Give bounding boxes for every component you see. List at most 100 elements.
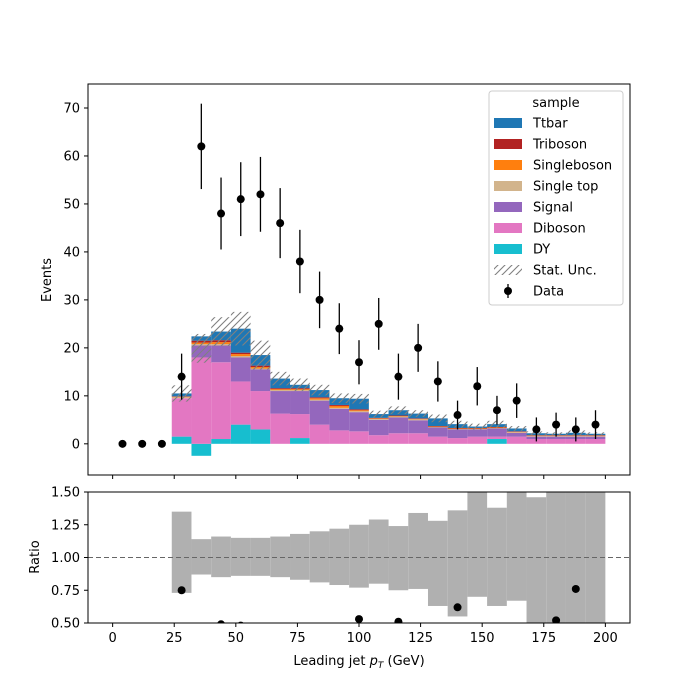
y-tick-label: 70 xyxy=(63,101,80,116)
stat-unc xyxy=(290,378,310,392)
y-tick-label: 20 xyxy=(63,341,80,356)
ratio-band-bin xyxy=(349,524,369,588)
bar xyxy=(546,439,566,444)
data-point xyxy=(118,439,127,448)
bar xyxy=(309,397,330,399)
bar xyxy=(506,432,527,437)
bar xyxy=(309,398,330,400)
data-point xyxy=(433,377,442,386)
bar xyxy=(329,430,350,444)
ratio-band-bin xyxy=(565,492,586,623)
series-dy xyxy=(171,424,507,456)
bar xyxy=(349,431,369,444)
x-tick-label: 100 xyxy=(347,631,372,646)
bar xyxy=(270,391,291,414)
bar xyxy=(309,399,330,401)
ratio-band-bin xyxy=(408,512,428,589)
data-point xyxy=(157,439,166,448)
ratio-band-bin xyxy=(230,537,251,576)
bar xyxy=(506,436,527,444)
legend-label: Singleboson xyxy=(533,159,612,174)
legend-swatch-marker xyxy=(504,287,512,295)
main-y-axis-label: Events xyxy=(40,258,55,302)
bar xyxy=(388,433,409,444)
data-point xyxy=(571,425,580,434)
y-tick-label: 10 xyxy=(63,389,80,404)
x-tick-label: 150 xyxy=(470,631,495,646)
ratio-band-bin xyxy=(447,510,468,617)
bar xyxy=(230,352,251,355)
bar xyxy=(585,439,606,444)
ratio-y-tick-label: 1.00 xyxy=(51,551,80,566)
legend-label: Signal xyxy=(533,201,573,216)
x-tick-label: 0 xyxy=(108,631,116,646)
legend-label: Data xyxy=(533,285,564,300)
ratio-band-bin xyxy=(250,537,271,576)
legend-swatch xyxy=(494,139,522,149)
legend-label: DY xyxy=(533,243,550,258)
stat-unc xyxy=(309,384,330,396)
y-tick-label: 30 xyxy=(63,293,80,308)
stat-unc xyxy=(506,426,527,431)
stat-unc xyxy=(408,410,428,417)
legend-box xyxy=(488,90,624,306)
ratio-y-tick-label: 1.50 xyxy=(51,486,80,501)
bar xyxy=(388,417,409,434)
bar xyxy=(309,400,330,425)
legend-swatch xyxy=(494,118,522,128)
legend-label: Stat. Unc. xyxy=(533,264,597,279)
stat-unc xyxy=(191,333,212,363)
bar xyxy=(546,436,566,440)
y-tick-label: 50 xyxy=(63,197,80,212)
bar xyxy=(349,412,369,432)
bar xyxy=(250,369,271,392)
bar xyxy=(467,429,488,437)
ratio-point xyxy=(217,620,225,623)
ratio-band-bin xyxy=(526,497,547,623)
ratio-band-bin xyxy=(270,536,291,578)
bar xyxy=(171,436,192,444)
bar xyxy=(230,381,251,425)
bar xyxy=(290,438,310,444)
bar xyxy=(408,433,428,444)
data-point xyxy=(256,190,265,199)
data-point xyxy=(335,324,344,333)
data-point xyxy=(355,358,363,367)
x-tick-label: 50 xyxy=(228,631,245,646)
legend-item: Stat. Unc. xyxy=(494,264,597,279)
data-point xyxy=(473,382,482,391)
ratio-y-tick-label: 1.25 xyxy=(51,518,80,533)
ratio-band-bin xyxy=(309,531,330,583)
legend-item: Single top xyxy=(494,180,598,195)
bar xyxy=(191,357,212,444)
legend-item: Diboson xyxy=(494,222,586,237)
ratio-y-tick-label: 0.75 xyxy=(51,584,80,599)
bar xyxy=(211,345,231,363)
stat-unc xyxy=(250,340,271,370)
bar xyxy=(270,388,291,390)
data-point xyxy=(512,396,521,405)
data-point xyxy=(374,319,383,328)
data-point xyxy=(591,420,600,429)
ratio-panel: 0.50 0.75 1.00 1.25 1.50 0 25 50 75 100 125 150 175… xyxy=(28,486,631,671)
bar xyxy=(329,405,350,408)
bar xyxy=(487,428,507,437)
ratio-band-bin xyxy=(211,536,231,578)
legend-item: DY xyxy=(494,243,550,258)
data-point xyxy=(295,257,304,266)
legend-item: Data xyxy=(504,284,564,300)
bar xyxy=(349,411,369,413)
ratio-band-bin xyxy=(388,526,409,591)
data-point xyxy=(552,420,561,429)
data-point xyxy=(236,195,245,204)
bar xyxy=(230,424,251,444)
bar xyxy=(427,436,448,444)
bar xyxy=(408,419,428,421)
stat-unc xyxy=(467,423,488,430)
data-point xyxy=(276,219,285,228)
ratio-band-bin xyxy=(368,519,389,584)
bar xyxy=(349,410,369,412)
data-point xyxy=(492,406,501,415)
ratio-point xyxy=(453,603,462,612)
